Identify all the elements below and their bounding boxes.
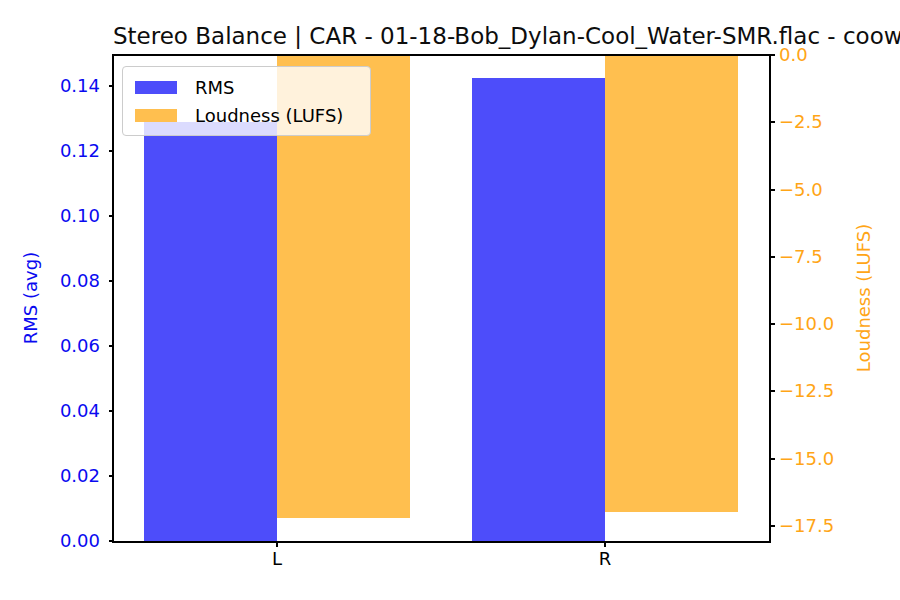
left-tick-mark — [109, 540, 113, 542]
left-tick-label: 0.10 — [0, 206, 100, 226]
left-tick-label: 0.14 — [0, 76, 100, 96]
right-tick-label: −7.5 — [779, 247, 889, 267]
right-tick-label: −17.5 — [779, 516, 889, 536]
right-tick-mark — [771, 54, 775, 56]
left-tick-mark — [109, 150, 113, 152]
left-tick-mark — [109, 280, 113, 282]
left-axis-label: RMS (avg) — [20, 252, 41, 344]
left-tick-label: 0.00 — [0, 531, 100, 551]
bar-rms-l — [144, 122, 277, 541]
x-tick-mark — [604, 543, 606, 547]
legend: RMS Loudness (LUFS) — [122, 66, 371, 136]
left-tick-mark — [109, 345, 113, 347]
rms-legend-swatch — [135, 81, 177, 94]
right-tick-mark — [771, 189, 775, 191]
x-tick-mark — [276, 543, 278, 547]
x-tick-label-r: R — [585, 549, 625, 569]
left-tick-label: 0.08 — [0, 271, 100, 291]
right-tick-label: −5.0 — [779, 180, 889, 200]
left-tick-label: 0.04 — [0, 401, 100, 421]
legend-entry-rms: RMS — [135, 73, 358, 101]
right-tick-mark — [771, 256, 775, 258]
right-tick-mark — [771, 525, 775, 527]
left-tick-mark — [109, 215, 113, 217]
x-tick-label-l: L — [257, 549, 297, 569]
left-tick-label: 0.12 — [0, 141, 100, 161]
right-tick-label: −2.5 — [779, 112, 889, 132]
chart-title: Stereo Balance | CAR - 01-18-Bob_Dylan-C… — [113, 22, 769, 50]
left-tick-mark — [109, 475, 113, 477]
figure: Stereo Balance | CAR - 01-18-Bob_Dylan-C… — [0, 0, 900, 600]
right-tick-mark — [771, 323, 775, 325]
left-tick-mark — [109, 410, 113, 412]
legend-entry-loudness: Loudness (LUFS) — [135, 101, 358, 129]
right-tick-mark — [771, 390, 775, 392]
right-tick-label: 0.0 — [779, 45, 889, 65]
right-tick-label: −12.5 — [779, 381, 889, 401]
right-tick-label: −10.0 — [779, 314, 889, 334]
right-tick-label: −15.0 — [779, 449, 889, 469]
loudness-legend-label: Loudness (LUFS) — [195, 105, 343, 126]
bar-rms-r — [472, 78, 605, 541]
bar-loudness-lufs--r — [605, 55, 738, 512]
left-tick-mark — [109, 85, 113, 87]
rms-legend-label: RMS — [195, 77, 234, 98]
right-tick-mark — [771, 458, 775, 460]
loudness-legend-swatch — [135, 109, 177, 122]
left-tick-label: 0.06 — [0, 336, 100, 356]
left-tick-label: 0.02 — [0, 466, 100, 486]
right-tick-mark — [771, 121, 775, 123]
